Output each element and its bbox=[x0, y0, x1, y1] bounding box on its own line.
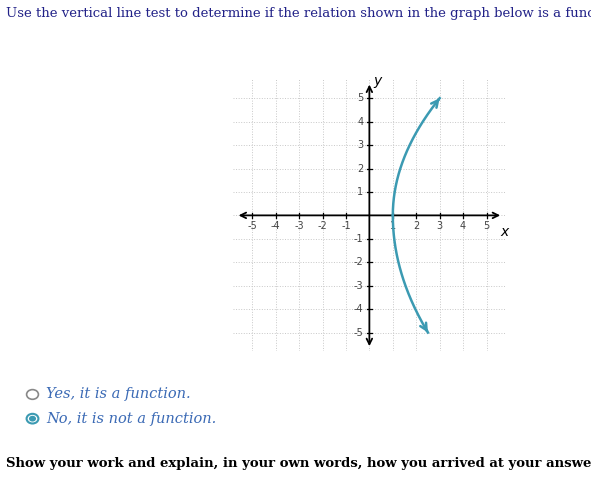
Text: Show your work and explain, in your own words, how you arrived at your answer.: Show your work and explain, in your own … bbox=[6, 457, 591, 470]
Text: Yes, it is a function.: Yes, it is a function. bbox=[46, 388, 191, 401]
Text: -4: -4 bbox=[354, 304, 363, 314]
Text: -4: -4 bbox=[271, 221, 281, 231]
Text: x: x bbox=[500, 225, 508, 239]
Text: -5: -5 bbox=[247, 221, 257, 231]
Text: y: y bbox=[374, 74, 382, 88]
Text: 5: 5 bbox=[358, 93, 363, 103]
Text: 1: 1 bbox=[358, 187, 363, 197]
Text: -5: -5 bbox=[354, 328, 363, 337]
Text: 4: 4 bbox=[460, 221, 466, 231]
Text: Use the vertical line test to determine if the relation shown in the graph below: Use the vertical line test to determine … bbox=[6, 7, 591, 20]
Text: -3: -3 bbox=[294, 221, 304, 231]
Text: -1: -1 bbox=[341, 221, 350, 231]
Text: 3: 3 bbox=[358, 140, 363, 150]
Text: -2: -2 bbox=[317, 221, 327, 231]
Text: 1: 1 bbox=[389, 221, 396, 231]
Text: -1: -1 bbox=[354, 234, 363, 244]
Text: 2: 2 bbox=[358, 164, 363, 173]
Text: 2: 2 bbox=[413, 221, 420, 231]
Text: No, it is not a function.: No, it is not a function. bbox=[46, 412, 216, 425]
Text: 5: 5 bbox=[483, 221, 490, 231]
Text: 4: 4 bbox=[358, 117, 363, 127]
Text: -3: -3 bbox=[354, 281, 363, 291]
Text: 3: 3 bbox=[437, 221, 443, 231]
Text: -2: -2 bbox=[354, 257, 363, 267]
